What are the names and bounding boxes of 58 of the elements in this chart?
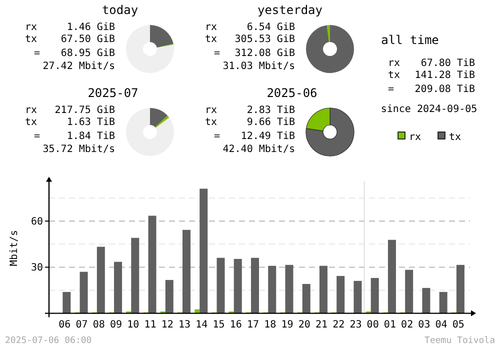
category-label: tx (205, 117, 218, 128)
data-label: 9.66 TiB (246, 117, 295, 128)
x-tick-label: 11 (144, 319, 156, 330)
y-axis-title: Mbit/s (9, 230, 20, 266)
chart-title: 2025-07 (88, 86, 138, 100)
text: tx 67.50 GiB (25, 34, 115, 45)
text: tx 1.63 TiB (25, 117, 115, 128)
text: rx 217.75 GiB (25, 105, 115, 116)
x-tick-label: 03 (418, 319, 430, 330)
x-tick-label: 22 (332, 319, 345, 330)
category-label: rx (205, 105, 218, 116)
text: tx 305.53 GiB (205, 34, 295, 45)
legend-label: tx (449, 132, 462, 143)
chart-title: yesterday (257, 3, 323, 17)
text: = 312.08 GiB (214, 48, 295, 59)
text: 31.03 Mbit/s (222, 61, 295, 72)
text: since 2024-09-05 (380, 104, 478, 115)
x-tick-label: 16 (230, 319, 242, 330)
x-tick-label: 05 (452, 319, 464, 330)
text: Teemu Toivola (424, 336, 495, 346)
text: 27.42 Mbit/s (42, 61, 115, 72)
text: rx 6.54 GiB (205, 22, 295, 33)
x-tick-label: 07 (76, 319, 88, 330)
x-tick-label: 13 (178, 319, 191, 330)
x-tick-label: 19 (281, 319, 294, 330)
x-tick-label: 17 (246, 319, 260, 330)
x-tick-label: 15 (212, 319, 225, 330)
x-tick-label: 09 (110, 319, 122, 330)
x-tick-label: 00 (366, 319, 379, 330)
x-tick-label: 23 (350, 319, 362, 330)
text: = 12.49 TiB (214, 131, 295, 142)
text: 35.72 Mbit/s (42, 144, 115, 155)
text: = 209.08 TiB (388, 84, 475, 95)
x-tick-label: 20 (298, 319, 310, 330)
x-tick-label: 08 (92, 319, 105, 330)
chart-title: 2025-06 (266, 86, 318, 100)
x-tick-label: 01 (384, 319, 396, 330)
text: tx 141.28 TiB (388, 70, 475, 81)
chart-title: today (102, 3, 138, 17)
text: rx 1.46 GiB (25, 22, 115, 33)
y-tick-label: 60 (30, 216, 43, 228)
x-tick-label: 10 (127, 319, 140, 330)
x-tick-label: 06 (58, 319, 71, 330)
legend-label: rx (409, 132, 422, 143)
text: 42.40 Mbit/s (222, 144, 295, 155)
text: all time (381, 33, 439, 47)
x-tick-label: 02 (401, 319, 414, 330)
text: 2025-07-06 06:00 (5, 336, 92, 346)
text: rx 67.80 TiB (388, 58, 475, 69)
x-tick-label: 14 (196, 319, 208, 330)
y-tick-label: 30 (30, 262, 43, 274)
x-tick-label: 12 (161, 319, 174, 330)
data-label: 2.83 TiB (246, 105, 295, 116)
text: = 1.84 TiB (34, 131, 115, 142)
x-tick-label: 21 (315, 319, 328, 330)
text: = 68.95 GiB (34, 48, 115, 59)
x-tick-label: 04 (435, 319, 448, 330)
x-tick-label: 18 (264, 319, 276, 330)
